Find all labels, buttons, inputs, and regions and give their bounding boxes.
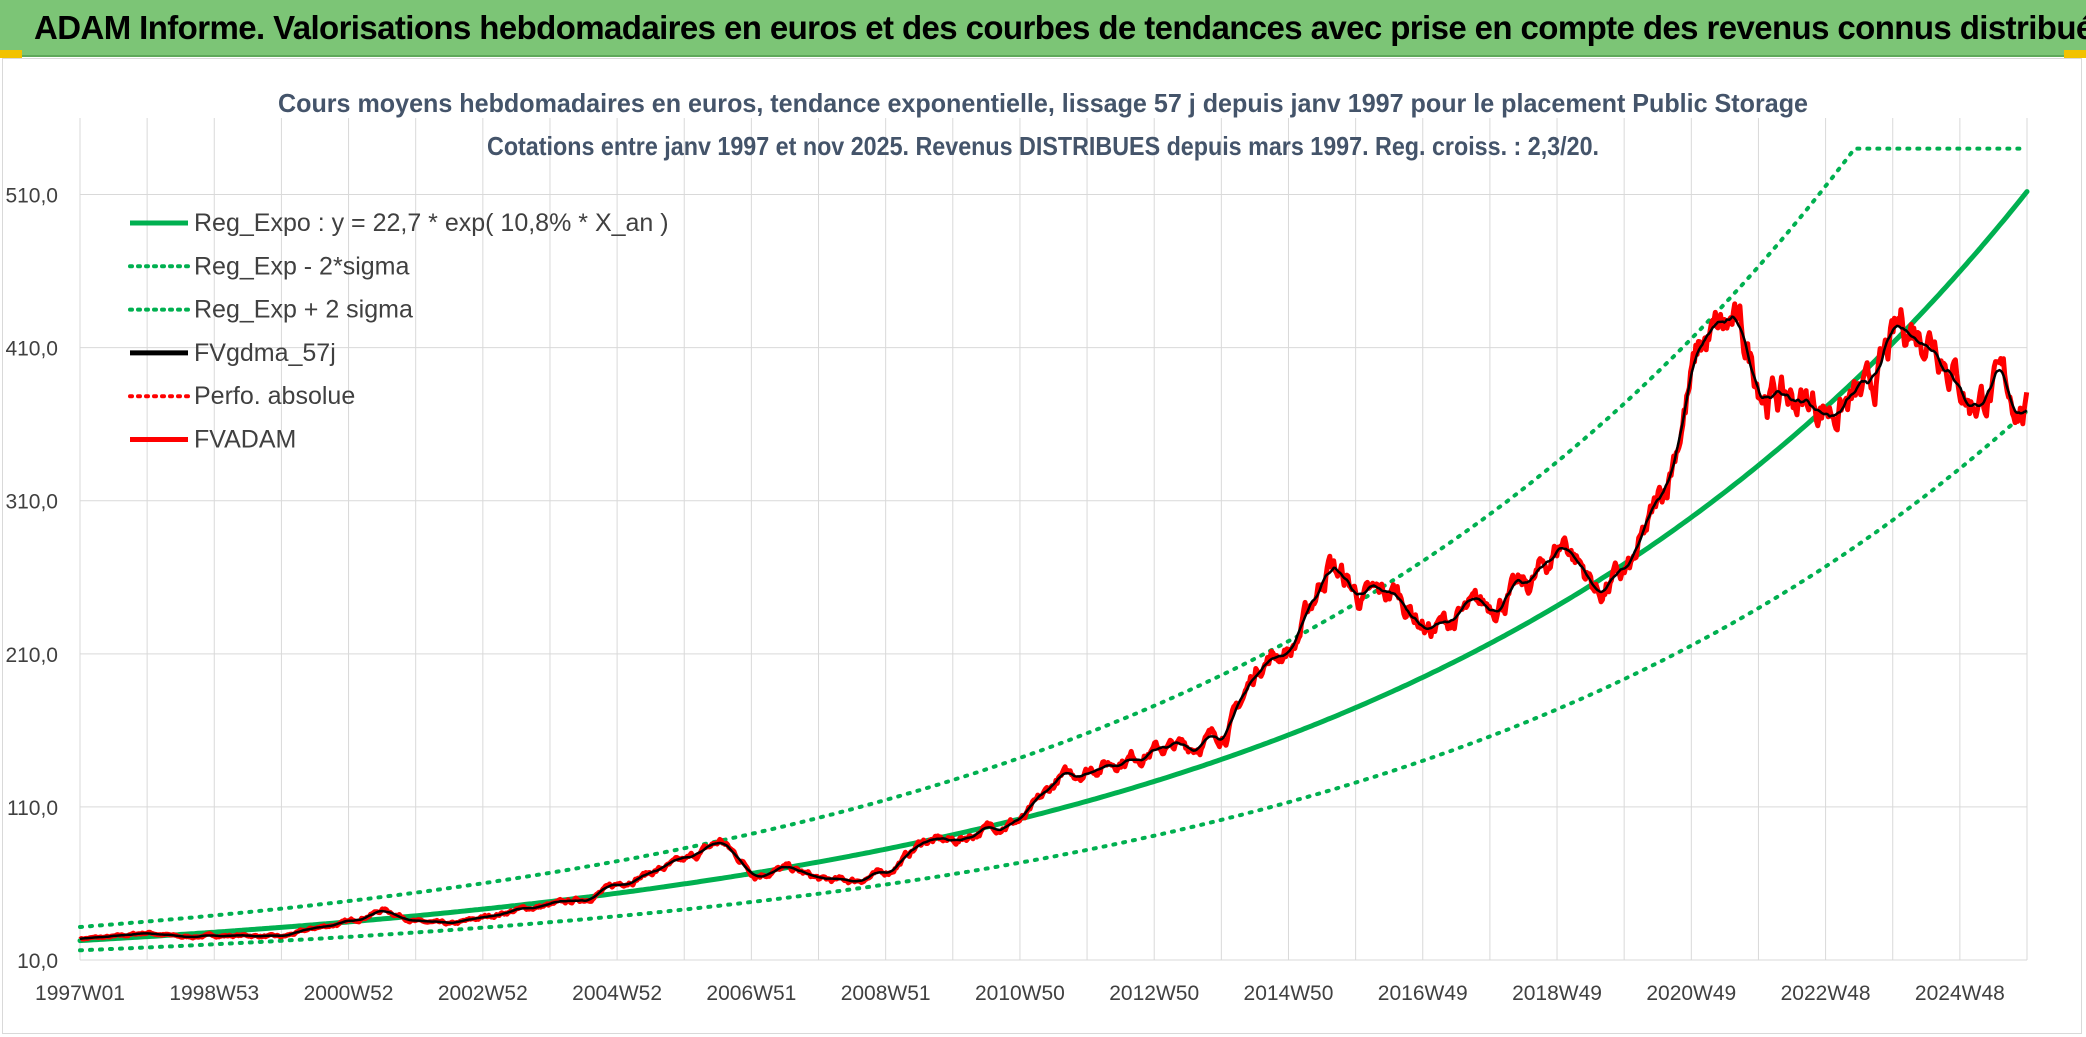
grid-lines	[79, 118, 2028, 961]
legend-label: Reg_Exp + 2 sigma	[194, 296, 413, 324]
x-tick-label: 2004W52	[572, 982, 662, 1005]
reg-exp-plus-2sigma-line	[78, 146, 2029, 929]
report-banner: ADAM Informe. Valorisations hebdomadaire…	[0, 0, 2086, 58]
legend-label: FVADAM	[194, 426, 296, 454]
x-tick-label: 2022W48	[1781, 982, 1871, 1005]
y-tick-label: 110,0	[7, 797, 58, 820]
x-tick-label: 2014W50	[1244, 982, 1334, 1005]
legend-label: FVgdma_57j	[194, 339, 336, 367]
fvgdma-57j-line	[79, 315, 2028, 941]
x-tick-label: 2016W49	[1378, 982, 1468, 1005]
chart-title: Cours moyens hebdomadaires en euros, ten…	[278, 88, 1808, 118]
report-title: ADAM Informe. Valorisations hebdomadaire…	[34, 9, 2086, 46]
x-tick-label: 2006W51	[706, 982, 796, 1005]
y-tick-label: 410,0	[5, 338, 58, 361]
x-tick-label: 2024W48	[1915, 982, 2005, 1005]
x-tick-label: 1997W01	[35, 982, 125, 1005]
x-tick-label: 2020W49	[1646, 982, 1736, 1005]
y-tick-label: 210,0	[5, 644, 58, 667]
banner-corner-right	[2064, 50, 2086, 58]
x-tick-label: 2008W51	[841, 982, 931, 1005]
legend-label: Reg_Exp - 2*sigma	[194, 252, 409, 280]
legend-label: Perfo. absolue	[194, 382, 355, 410]
legend-label: Reg_Expo : y = 22,7 * exp( 10,8% * X_an …	[194, 209, 669, 237]
x-tick-label: 2000W52	[304, 982, 394, 1005]
chart-subtitle: Cotations entre janv 1997 et nov 2025. R…	[487, 131, 1599, 161]
x-tick-label: 2002W52	[438, 982, 528, 1005]
chart-frame	[2, 58, 2082, 1034]
x-tick-label: 2010W50	[975, 982, 1065, 1005]
x-tick-label: 2012W50	[1109, 982, 1199, 1005]
series-lines	[77, 146, 2030, 953]
y-axis-ticks: 10,0 110,0 210,0 310,0 410,0 510,0	[5, 185, 58, 973]
x-tick-label: 1998W53	[169, 982, 259, 1005]
x-tick-label: 2018W49	[1512, 982, 1602, 1005]
legend: Reg_Expo : y = 22,7 * exp( 10,8% * X_an …	[128, 209, 669, 454]
y-tick-label: 510,0	[5, 185, 58, 208]
x-axis-ticks: 1997W01 1998W53 2000W52 2002W52 2004W52 2006W…	[35, 982, 2005, 1005]
y-tick-label: 10,0	[17, 950, 58, 973]
reg-exp-minus-2sigma-line	[78, 409, 2029, 953]
banner-corner-left	[0, 50, 22, 58]
y-tick-label: 310,0	[5, 491, 58, 514]
